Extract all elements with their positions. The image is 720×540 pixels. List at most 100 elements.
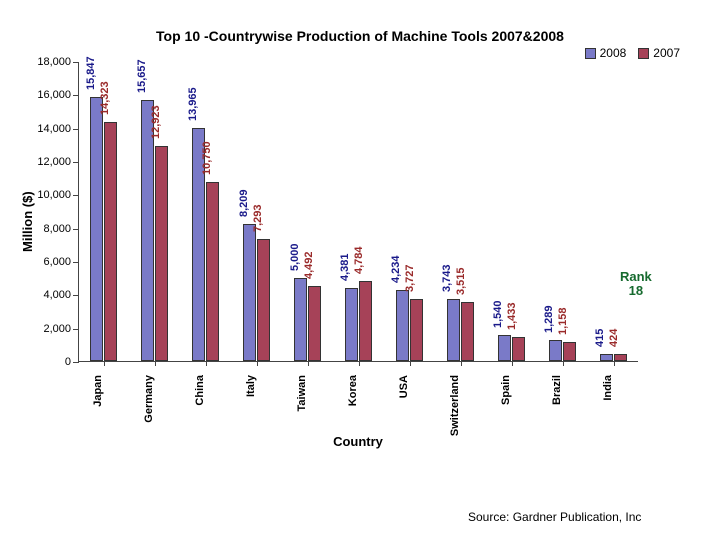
- bar: 1,289: [549, 340, 562, 361]
- x-tick: [563, 361, 564, 366]
- x-tick-label: Taiwan: [292, 375, 308, 411]
- bar-value-label: 1,158: [557, 307, 569, 335]
- bar-value-label: 8,209: [238, 190, 250, 218]
- bar-group: Spain1,5401,433: [486, 61, 537, 361]
- bar-value-label: 1,540: [492, 301, 504, 329]
- x-tick: [257, 361, 258, 366]
- y-tick-label: 10,000: [37, 189, 79, 201]
- bar: 15,847: [90, 97, 103, 361]
- bar: 3,515: [461, 302, 474, 361]
- legend-swatch: [638, 48, 649, 59]
- y-tick-label: 16,000: [37, 89, 79, 101]
- y-tick-label: 12,000: [37, 156, 79, 168]
- bar: 15,657: [141, 100, 154, 361]
- x-tick-label: Italy: [241, 375, 257, 397]
- bar: 1,433: [512, 337, 525, 361]
- y-axis-title: Million ($): [20, 191, 35, 252]
- bar: 424: [614, 354, 627, 361]
- bar-value-label: 415: [594, 329, 606, 347]
- bar: 12,923: [155, 146, 168, 361]
- bar-group: Korea4,3814,784: [334, 61, 385, 361]
- bar: 415: [600, 354, 613, 361]
- bar: 10,750: [206, 182, 219, 361]
- bar-value-label: 3,743: [441, 264, 453, 292]
- bar-value-label: 10,750: [201, 141, 213, 175]
- bar-group: Italy8,2097,293: [232, 61, 283, 361]
- x-tick-label: India: [598, 375, 614, 401]
- x-tick: [206, 361, 207, 366]
- x-tick: [461, 361, 462, 366]
- x-tick-label: China: [190, 375, 206, 406]
- x-tick-label: Brazil: [547, 375, 563, 405]
- x-tick: [512, 361, 513, 366]
- bar: 1,540: [498, 335, 511, 361]
- x-tick-label: Japan: [88, 375, 104, 407]
- bar-value-label: 5,000: [289, 243, 301, 271]
- bar-group: Taiwan5,0004,492: [283, 61, 334, 361]
- bar: 1,158: [563, 342, 576, 361]
- bar-group: China13,96510,750: [181, 61, 232, 361]
- bar-value-label: 3,515: [455, 268, 467, 296]
- bar-group: Brazil1,2891,158: [537, 61, 588, 361]
- x-tick: [155, 361, 156, 366]
- x-tick: [104, 361, 105, 366]
- source-text: Source: Gardner Publication, Inc: [468, 510, 641, 524]
- x-tick: [359, 361, 360, 366]
- bar-value-label: 1,289: [543, 305, 555, 333]
- bar: 4,492: [308, 286, 321, 361]
- x-axis-title: Country: [78, 434, 638, 449]
- chart-container: Top 10 -Countrywise Production of Machin…: [0, 0, 720, 540]
- bar-value-label: 14,323: [99, 82, 111, 116]
- bar: 5,000: [294, 278, 307, 361]
- bar-group: Japan15,84714,323: [79, 61, 130, 361]
- plot-area: 02,0004,0006,0008,00010,00012,00014,0001…: [78, 62, 638, 362]
- x-tick-label: Germany: [139, 375, 155, 423]
- y-tick-label: 2,000: [43, 323, 79, 335]
- rank-annotation: Rank 18: [620, 270, 652, 299]
- bar-value-label: 13,965: [187, 88, 199, 122]
- bar: 4,381: [345, 288, 358, 361]
- bar: 14,323: [104, 122, 117, 361]
- bar-value-label: 4,381: [339, 253, 351, 281]
- legend-swatch: [585, 48, 596, 59]
- bar-value-label: 424: [608, 329, 620, 347]
- x-tick-label: Switzerland: [445, 375, 461, 436]
- y-tick-label: 8,000: [43, 223, 79, 235]
- legend: 2008 2007: [585, 46, 680, 60]
- bar-group: USA4,2343,727: [384, 61, 435, 361]
- bar-value-label: 4,234: [390, 256, 402, 284]
- rank-annotation-line2: 18: [620, 284, 652, 298]
- legend-item: 2007: [638, 46, 680, 60]
- bar-value-label: 12,923: [150, 105, 162, 139]
- y-tick-label: 0: [65, 356, 79, 368]
- bar: 8,209: [243, 224, 256, 361]
- bar: 4,234: [396, 290, 409, 361]
- x-tick: [614, 361, 615, 366]
- bar-value-label: 15,847: [85, 56, 97, 90]
- legend-label: 2007: [653, 46, 680, 60]
- x-tick-label: USA: [394, 375, 410, 398]
- bar: 7,293: [257, 239, 270, 361]
- x-tick: [308, 361, 309, 366]
- bar: 3,727: [410, 299, 423, 361]
- legend-item: 2008: [585, 46, 627, 60]
- x-tick-label: Spain: [496, 375, 512, 405]
- bar-value-label: 4,784: [353, 247, 365, 275]
- y-tick-label: 14,000: [37, 123, 79, 135]
- bar-value-label: 3,727: [404, 264, 416, 292]
- bar-group: India415424: [588, 61, 639, 361]
- y-tick-label: 6,000: [43, 256, 79, 268]
- x-tick: [410, 361, 411, 366]
- y-tick-label: 4,000: [43, 289, 79, 301]
- bar: 4,784: [359, 281, 372, 361]
- bar-value-label: 15,657: [136, 59, 148, 93]
- rank-annotation-line1: Rank: [620, 270, 652, 284]
- bar-value-label: 4,492: [303, 252, 315, 280]
- legend-label: 2008: [600, 46, 627, 60]
- bar-value-label: 7,293: [252, 205, 264, 233]
- bar-group: Switzerland3,7433,515: [435, 61, 486, 361]
- y-tick-label: 18,000: [37, 56, 79, 68]
- bar-group: Germany15,65712,923: [130, 61, 181, 361]
- bar-value-label: 1,433: [506, 303, 518, 331]
- bar: 3,743: [447, 299, 460, 361]
